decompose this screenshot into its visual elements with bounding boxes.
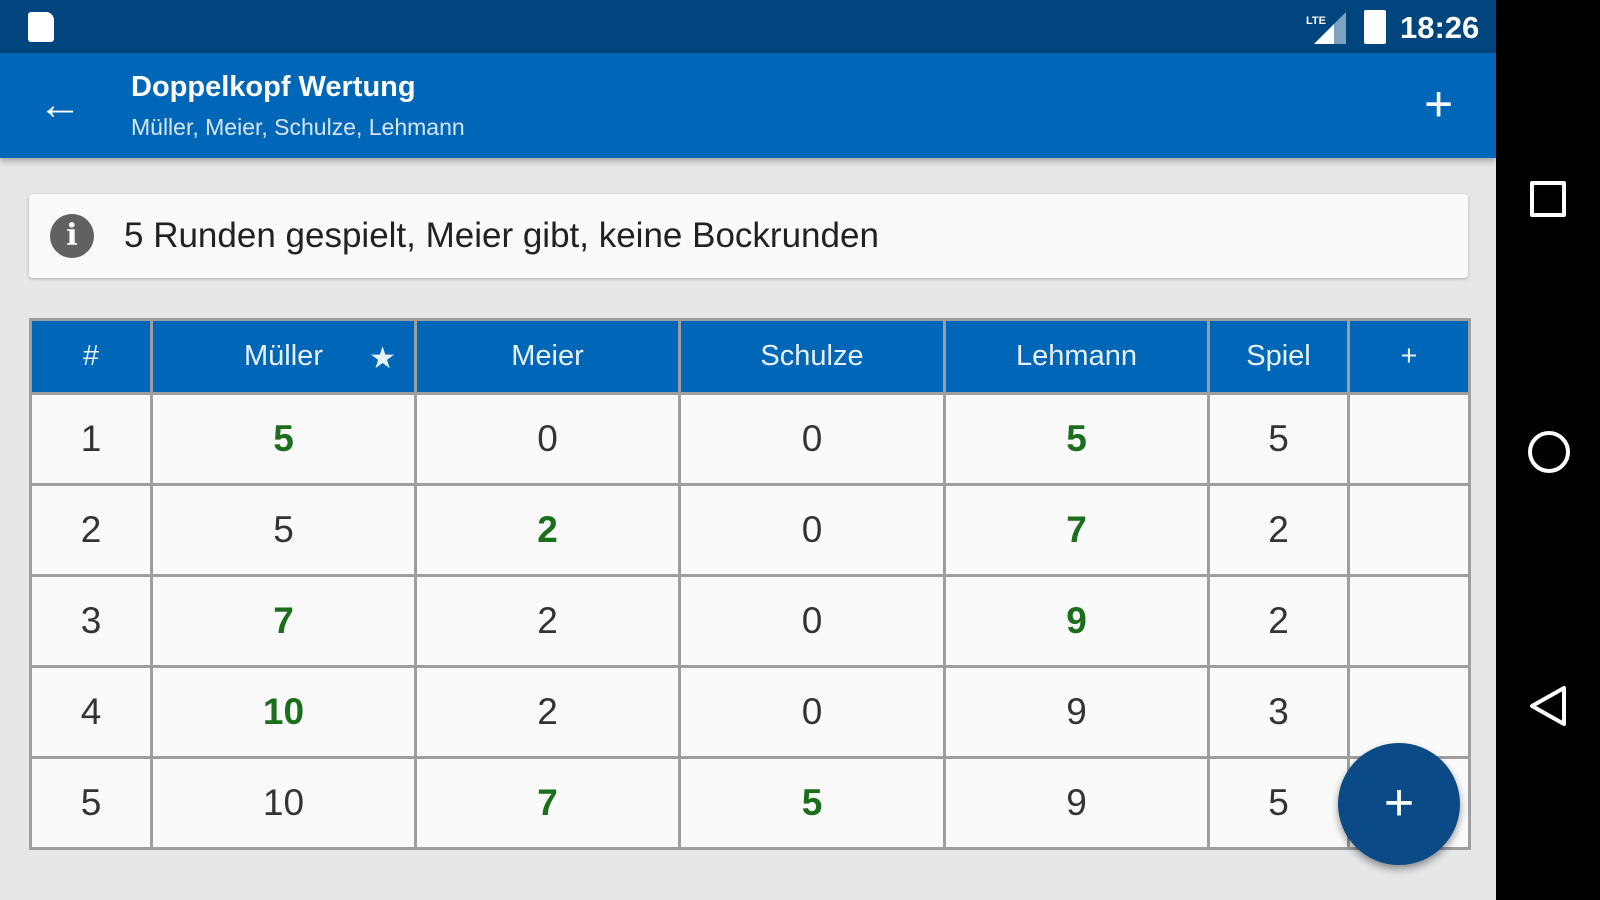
score-cell: 7: [150, 574, 417, 668]
score-cell: 0: [678, 483, 946, 577]
info-text: 5 Runden gespielt, Meier gibt, keine Boc…: [124, 216, 879, 255]
column-header[interactable]: Lehmann: [943, 318, 1210, 395]
back-icon[interactable]: [1526, 684, 1570, 728]
score-cell: 0: [678, 392, 946, 486]
home-icon[interactable]: [1528, 431, 1570, 473]
score-cell: 10: [150, 756, 417, 850]
back-arrow-icon[interactable]: ←: [38, 80, 82, 129]
score-cell: 5: [150, 392, 417, 486]
score-cell: 7: [414, 756, 681, 850]
navigation-bar: [1496, 0, 1600, 900]
column-header[interactable]: Müller ★: [150, 318, 417, 395]
add-round-fab[interactable]: +: [1338, 743, 1460, 865]
battery-icon: [1364, 10, 1386, 44]
status-bar: LTE 18:26: [0, 0, 1496, 53]
score-cell: 0: [414, 392, 681, 486]
header-label: Meier: [511, 340, 584, 372]
signal-icon: LTE: [1306, 12, 1346, 44]
score-cell: 5: [1207, 392, 1350, 486]
sd-card-icon: [28, 12, 54, 42]
star-icon: ★: [369, 342, 396, 375]
score-cell: [1347, 392, 1471, 486]
round-number: 4: [29, 665, 153, 759]
page-subtitle: Müller, Meier, Schulze, Lehmann: [131, 114, 465, 140]
score-cell: 0: [678, 665, 946, 759]
app: LTE 18:26 ← Doppelkopf Wertung Müller, M…: [0, 0, 1496, 900]
column-header[interactable]: #: [29, 318, 153, 395]
info-card: i 5 Runden gespielt, Meier gibt, keine B…: [29, 194, 1468, 278]
column-header[interactable]: Meier: [414, 318, 681, 395]
header-label: Schulze: [760, 340, 864, 372]
header-label: #: [82, 340, 100, 372]
header-label: Lehmann: [1016, 340, 1137, 372]
page-title: Doppelkopf Wertung: [131, 71, 416, 103]
info-icon: i: [50, 214, 94, 258]
column-header[interactable]: Spiel: [1207, 318, 1350, 395]
score-cell: 10: [150, 665, 417, 759]
score-cell: 2: [414, 483, 681, 577]
svg-text:LTE: LTE: [1306, 15, 1326, 27]
score-cell: 2: [1207, 574, 1350, 668]
clock: 18:26: [1400, 10, 1480, 45]
table-row[interactable]: 4 10 2 0 9 3: [29, 665, 1471, 759]
score-cell: [1347, 574, 1471, 668]
header-label: Müller: [244, 340, 323, 372]
score-cell: 2: [414, 665, 681, 759]
score-cell: 2: [1207, 483, 1350, 577]
round-number: 5: [29, 756, 153, 850]
add-player-header[interactable]: +: [1347, 318, 1471, 395]
score-cell: 2: [414, 574, 681, 668]
round-number: 2: [29, 483, 153, 577]
score-cell: 9: [943, 756, 1210, 850]
header-label: Spiel: [1246, 340, 1311, 372]
add-icon[interactable]: +: [1424, 76, 1454, 132]
score-cell: 9: [943, 574, 1210, 668]
score-cell: 7: [943, 483, 1210, 577]
recents-icon[interactable]: [1530, 181, 1566, 217]
score-cell: 5: [943, 392, 1210, 486]
score-cell: 0: [678, 574, 946, 668]
column-header[interactable]: Schulze: [678, 318, 946, 395]
score-cell: 9: [943, 665, 1210, 759]
table-row[interactable]: 5 10 7 5 9 5: [29, 756, 1471, 850]
score-cell: [1347, 483, 1471, 577]
header-label: +: [1400, 340, 1418, 372]
app-bar: ← Doppelkopf Wertung Müller, Meier, Schu…: [0, 53, 1496, 158]
round-number: 3: [29, 574, 153, 668]
score-cell: 5: [150, 483, 417, 577]
score-cell: 5: [1207, 756, 1350, 850]
round-number: 1: [29, 392, 153, 486]
score-cell: 3: [1207, 665, 1350, 759]
score-cell: 5: [678, 756, 946, 850]
